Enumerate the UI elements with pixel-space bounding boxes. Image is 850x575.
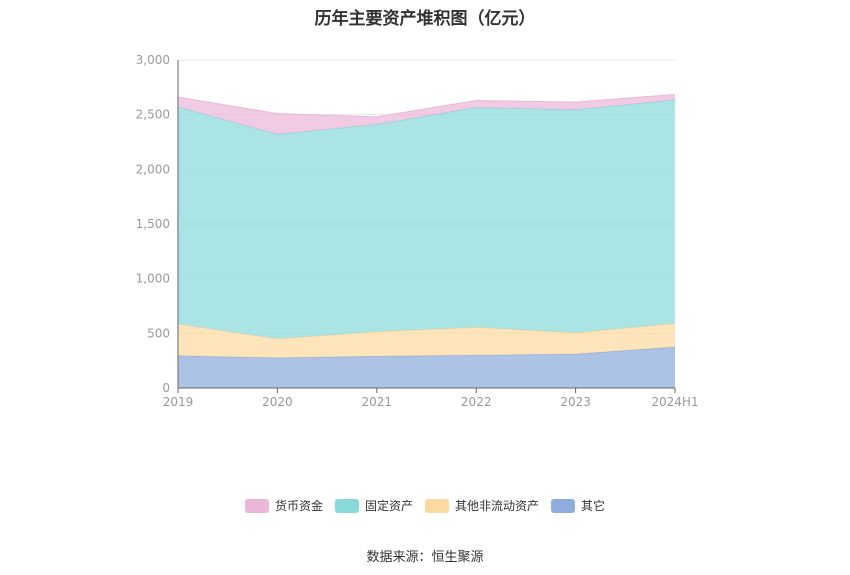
y-tick-label: 2,500 [136, 108, 170, 122]
legend-label: 固定资产 [364, 499, 413, 513]
x-tick-label: 2020 [262, 395, 293, 409]
area-edge-固定资产 [177, 99, 676, 135]
x-tick-label: 2019 [163, 395, 194, 409]
area-其他非流动资产 [178, 323, 675, 358]
legend-swatch [425, 498, 449, 513]
area-其它 [178, 347, 675, 388]
area-货币资金 [178, 94, 675, 135]
legend-swatch [244, 498, 269, 513]
x-tick-labels: 2019 2020 2021 2022 2023 2024H1 [163, 388, 699, 409]
x-tick-label: 2023 [560, 395, 591, 409]
legend-swatch [334, 498, 359, 513]
area-edge-货币资金 [177, 93, 676, 118]
y-tick-labels: 0 500 1,000 1,500 2,000 2,500 3,000 [136, 53, 170, 395]
area-固定资产 [178, 99, 675, 339]
legend-item[interactable]: 固定资产 [334, 497, 413, 514]
y-tick-label: 500 [147, 326, 170, 340]
legend-item[interactable]: 其它 [551, 497, 605, 514]
x-tick-label: 2024H1 [651, 395, 698, 409]
legend-label: 货币资金 [274, 499, 323, 513]
y-tick-label: 2,000 [136, 162, 170, 176]
y-tick-label: 1,000 [136, 272, 170, 286]
y-tick-label: 3,000 [136, 53, 170, 67]
x-tick-label: 2022 [461, 395, 492, 409]
legend-label: 其他非流动资产 [455, 499, 540, 513]
y-tick-label: 1,500 [136, 217, 170, 231]
x-tick-label: 2021 [362, 395, 393, 409]
legend-item[interactable]: 货币资金 [244, 497, 323, 514]
data-source: 数据来源：恒生聚源 [366, 550, 484, 565]
legend-label: 其它 [581, 499, 606, 513]
chart-title: 历年主要资产堆积图（亿元） [314, 9, 536, 29]
legend: 货币资金 固定资产 其他非流动资产 其它 [0, 497, 850, 514]
axes [177, 60, 675, 389]
legend-item[interactable]: 其他非流动资产 [425, 497, 539, 514]
series-areas [177, 93, 676, 388]
legend-swatch [551, 498, 576, 513]
y-tick-label: 0 [162, 381, 170, 395]
